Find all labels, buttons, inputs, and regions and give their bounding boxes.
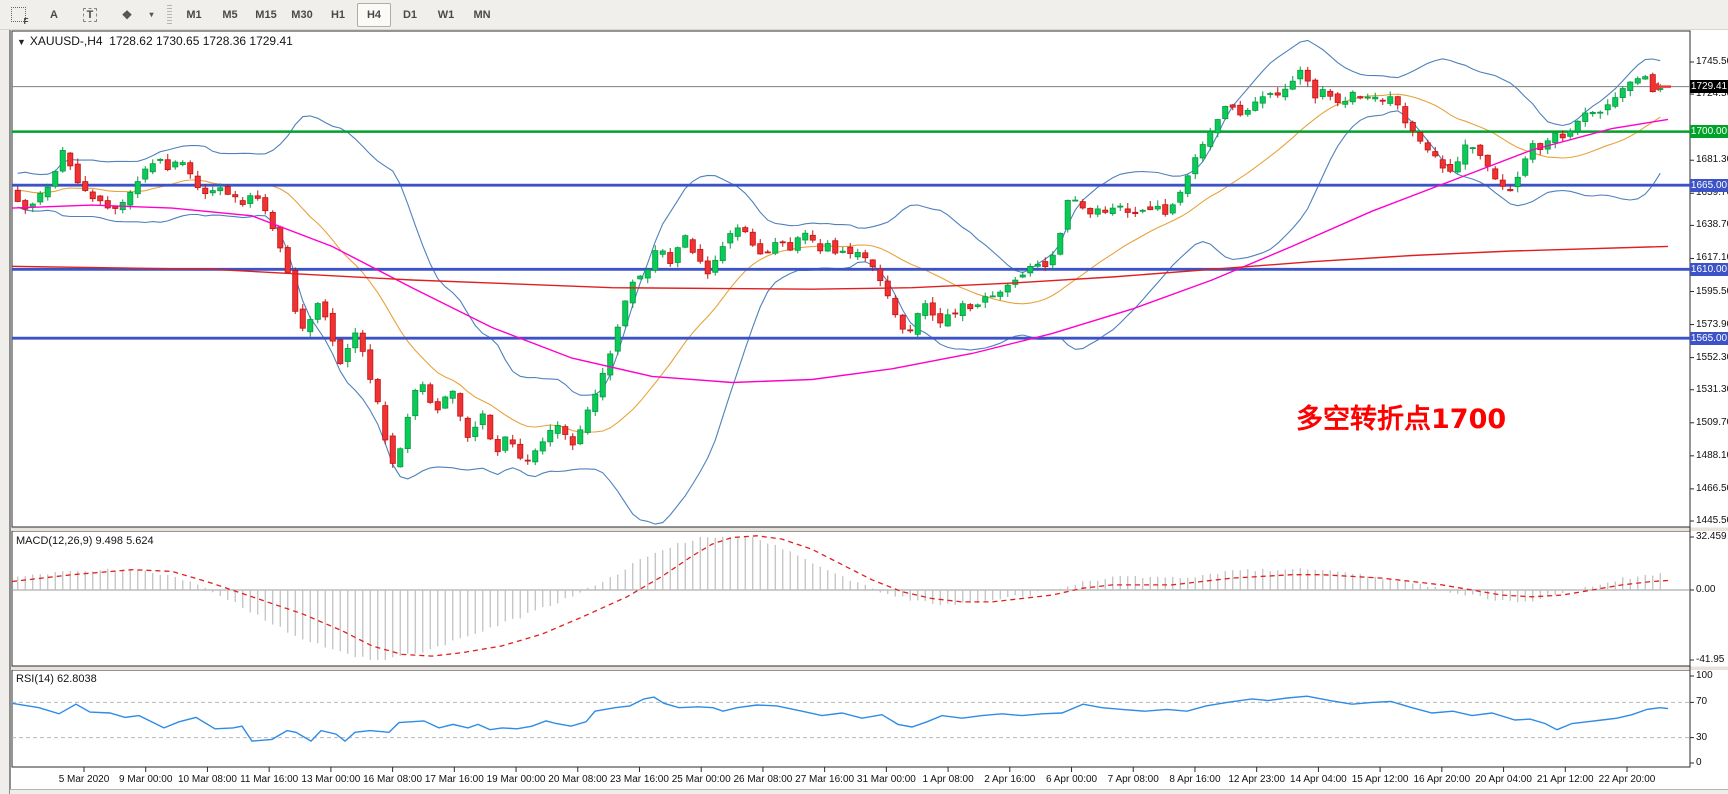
- main-chart-layer: [12, 39, 1690, 525]
- macd-label: MACD(12,26,9) 9.498 5.624: [16, 535, 154, 547]
- rsi-label: RSI(14) 62.8038: [16, 673, 97, 685]
- pane-separator[interactable]: [10, 666, 1728, 671]
- timeframe-button-mn[interactable]: MN: [473, 8, 491, 21]
- timeframe-button-h4[interactable]: H4: [357, 2, 391, 27]
- timeframe-button-m1[interactable]: M1: [186, 8, 202, 21]
- candlestick-series: [14, 66, 1664, 468]
- toolbar: F A T ❖ ▾ M1 M5 M15 M30 H1 H4 D1 W1 MN: [0, 0, 1728, 30]
- rsi-line: [12, 695, 1669, 743]
- macd-name: MACD(12,26,9): [16, 535, 93, 547]
- toolbar-drag-handle[interactable]: [167, 4, 172, 25]
- chevron-down-icon: ▾: [149, 10, 154, 19]
- grid-f-icon: F: [10, 7, 29, 26]
- timeframe-buttons-group: M1 M5 M15 M30 H1 H4 D1 W1 MN: [176, 0, 500, 29]
- timeframe-button-m5[interactable]: M5: [222, 8, 238, 21]
- price-axis[interactable]: [1690, 61, 1694, 764]
- timeframe-button-m15[interactable]: M15: [255, 8, 277, 21]
- last-price-arrow-icon: [1650, 82, 1671, 92]
- window-bottom-frame: [10, 790, 1728, 794]
- current-price-label: 1729.41: [1690, 80, 1728, 93]
- timeframe-button-m30[interactable]: M30: [291, 8, 313, 21]
- shapes-icon: ❖: [121, 7, 133, 22]
- collapse-arrow-icon[interactable]: ▼: [17, 37, 26, 47]
- grid-f-button[interactable]: F: [1, 3, 35, 27]
- ma-magenta-line: [12, 118, 1669, 384]
- macd-values: 9.498 5.624: [95, 535, 154, 547]
- text-label-icon: A: [50, 8, 58, 21]
- timeframe-button-w1[interactable]: W1: [437, 8, 455, 21]
- rsi-value: 62.8038: [56, 673, 97, 685]
- chart-ohlc: 1728.62 1730.65 1728.36 1729.41: [109, 34, 293, 48]
- macd-layer: [12, 535, 1690, 661]
- macd-histogram: [17, 536, 1661, 661]
- timeframe-button-h1[interactable]: H1: [330, 8, 346, 21]
- bollinger-upper-line: [17, 39, 1661, 396]
- macd-signal-line: [12, 535, 1669, 657]
- shapes-button[interactable]: ❖: [109, 3, 143, 27]
- annotation-text[interactable]: 多空转折点1700: [1296, 404, 1507, 435]
- rsi-pane[interactable]: [11, 669, 1691, 768]
- drawing-tools-group: F A T ❖: [0, 0, 144, 29]
- bollinger-middle-line: [17, 93, 1661, 433]
- chart-symbol: XAUUSD-,H4: [29, 34, 103, 48]
- text-label-button[interactable]: A: [37, 3, 71, 27]
- rsi-name: RSI(14): [16, 673, 54, 685]
- pane-separator[interactable]: [10, 527, 1728, 532]
- text-box-button[interactable]: T: [73, 3, 107, 27]
- main-chart-pane[interactable]: [11, 30, 1691, 528]
- ma-red-line: [12, 245, 1669, 290]
- time-axis[interactable]: [83, 767, 1628, 772]
- timeframe-button-d1[interactable]: D1: [402, 8, 418, 21]
- macd-pane[interactable]: [11, 530, 1691, 667]
- shapes-dropdown-caret[interactable]: ▾: [140, 3, 160, 27]
- text-box-icon: T: [82, 7, 98, 22]
- chart-title: ▼ XAUUSD-,H4 1728.62 1730.65 1728.36 1729…: [17, 34, 293, 48]
- rsi-layer: [12, 695, 1690, 743]
